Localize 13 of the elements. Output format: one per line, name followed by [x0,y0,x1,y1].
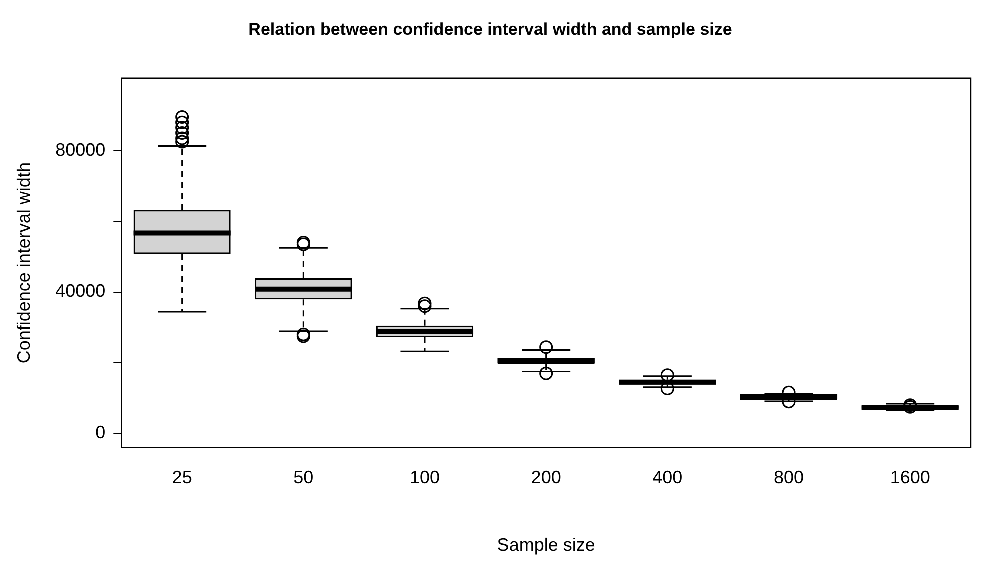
x-tick-label: 100 [410,468,440,488]
x-axis-title: Sample size [497,535,596,556]
x-tick-label: 200 [531,468,562,488]
x-tick-label: 1600 [890,468,930,488]
y-tick-label: 40000 [56,281,106,302]
x-tick-label: 25 [172,468,192,488]
x-tick-label: 50 [294,468,314,488]
y-axis-title: Confidence interval width [14,162,34,364]
x-tick-label: 800 [774,468,804,488]
y-tick-label: 0 [96,422,106,443]
chart-title: Relation between confidence interval width and sample size [248,20,732,39]
x-tick-label: 400 [652,468,683,488]
y-tick-label: 80000 [56,140,106,160]
